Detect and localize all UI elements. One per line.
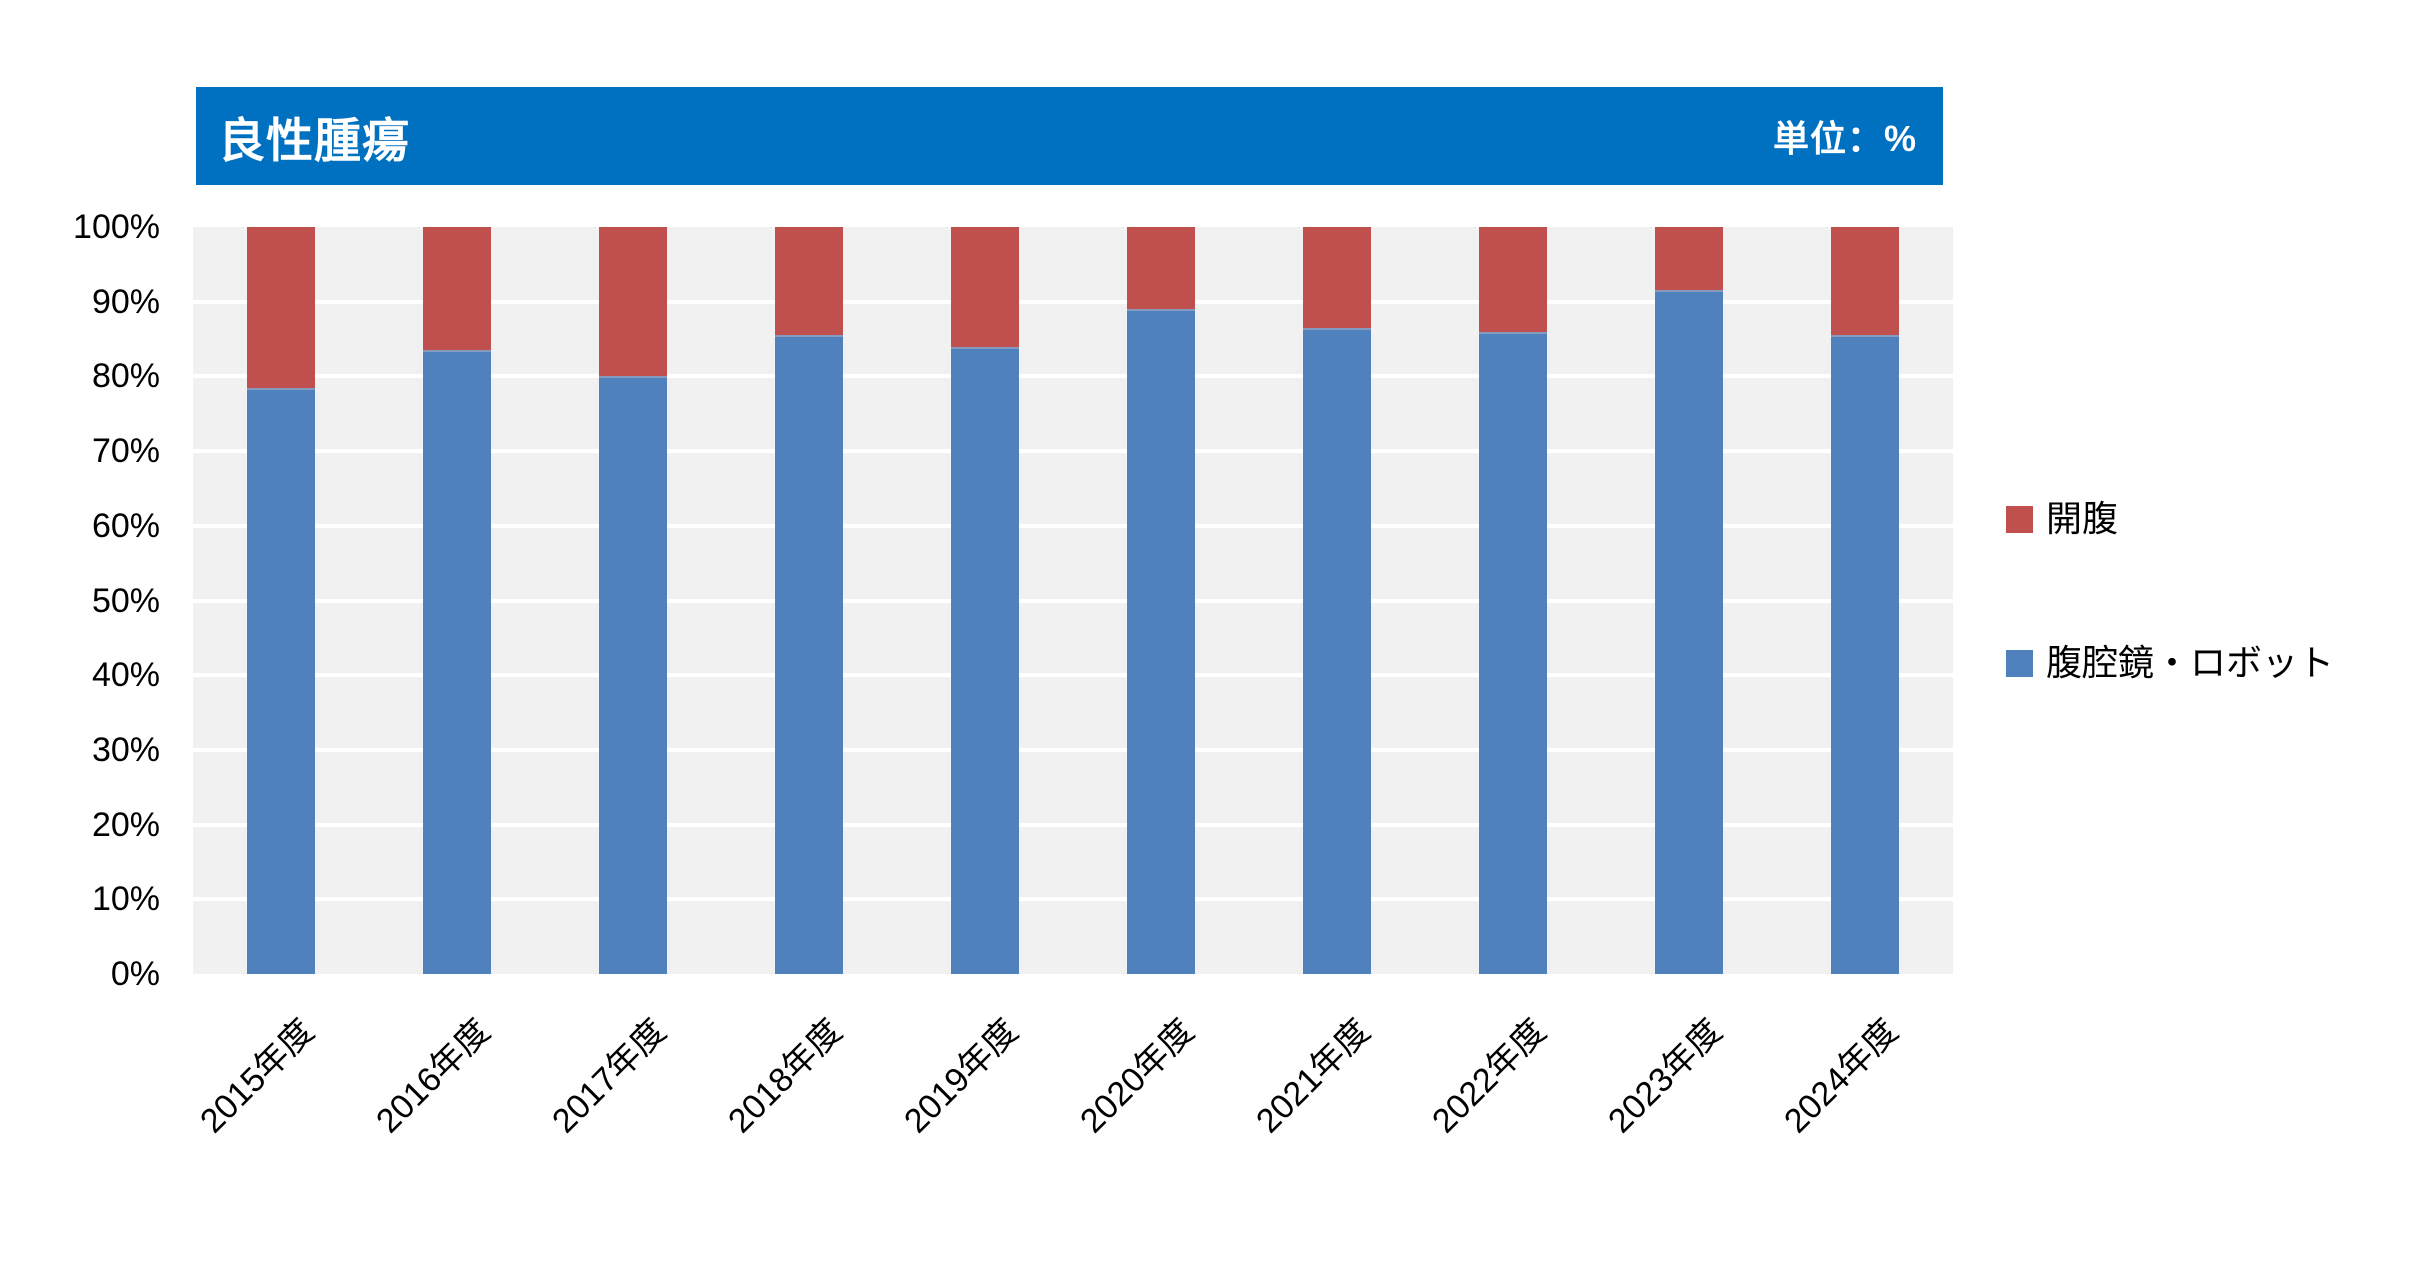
bar-segment <box>950 346 1020 974</box>
bar-segment <box>1830 335 1900 974</box>
stacked-bar <box>1654 227 1724 974</box>
category-slot <box>1073 227 1249 974</box>
stacked-bar <box>774 227 844 974</box>
legend-item: 腹腔鏡・ロボット <box>2006 640 2334 686</box>
y-axis-label: 70% <box>91 432 160 471</box>
bar-segment <box>1478 227 1548 332</box>
unit-label: 単位：% <box>1772 118 1917 159</box>
legend-label: 腹腔鏡・ロボット <box>2046 642 2335 683</box>
y-axis-label: 80% <box>91 357 160 396</box>
gridline <box>193 523 1953 528</box>
category-slot <box>897 227 1073 974</box>
gridline <box>193 822 1953 827</box>
category-slot <box>1249 227 1425 974</box>
bar-segment <box>598 227 668 377</box>
stacked-bar <box>1830 227 1900 974</box>
bar-segment <box>774 227 844 336</box>
bar-segment <box>1654 227 1724 291</box>
category-slot <box>1777 227 1953 974</box>
stacked-bar <box>246 227 316 974</box>
stacked-bar <box>950 227 1020 974</box>
y-axis-label: 30% <box>91 730 160 769</box>
category-slot <box>369 227 545 974</box>
bar-segment <box>246 227 316 388</box>
gridline <box>193 747 1953 752</box>
chart-title: 良性腫瘍 <box>218 113 410 167</box>
gridline <box>193 897 1953 902</box>
bar-segment <box>1478 331 1548 974</box>
legend: 開腹腹腔鏡・ロボット <box>2006 496 2334 686</box>
bar-segment <box>1302 327 1372 974</box>
chart-title-bar: 良性腫瘍 単位：% <box>196 87 1943 185</box>
gridline <box>193 598 1953 603</box>
bar-segment <box>422 227 492 351</box>
category-slot <box>1425 227 1601 974</box>
y-axis-label: 40% <box>91 656 160 695</box>
bar-segment <box>1126 227 1196 310</box>
bar-segment <box>950 227 1020 347</box>
bar-segment <box>422 350 492 974</box>
stacked-bar <box>1126 227 1196 974</box>
category-slot <box>721 227 897 974</box>
y-axis-label: 60% <box>91 506 160 545</box>
category-slot <box>1601 227 1777 974</box>
x-axis: 2015年度 2016年度 2017年度 2018年度 2019年度 2020年度 2021… <box>193 1012 1906 1141</box>
gridline <box>193 449 1953 454</box>
category-slot <box>193 227 369 974</box>
y-axis-label: 90% <box>91 282 160 321</box>
y-axis-label: 100% <box>73 208 160 246</box>
bar-series-container <box>193 227 1953 974</box>
y-axis-label: 20% <box>91 805 160 844</box>
y-axis-label: 50% <box>91 581 160 620</box>
bar-segment <box>598 376 668 974</box>
bar-segment <box>1830 227 1900 336</box>
gridline <box>193 299 1953 304</box>
stacked-bar <box>422 227 492 974</box>
bar-segment <box>1654 290 1724 974</box>
bar-segment <box>1126 309 1196 974</box>
legend-swatch-icon <box>2006 649 2033 677</box>
bar-segment <box>246 387 316 974</box>
y-axis-label: 10% <box>91 880 160 919</box>
legend-swatch-icon <box>2006 505 2033 533</box>
stacked-bar <box>1302 227 1372 974</box>
legend-item: 開腹 <box>2006 496 2334 542</box>
bar-segment <box>774 335 844 974</box>
legend-label: 開腹 <box>2046 498 2119 539</box>
plot-area <box>193 227 1953 974</box>
stacked-bar <box>1478 227 1548 974</box>
gridline <box>193 673 1953 678</box>
gridline <box>193 374 1953 379</box>
bar-segment <box>1302 227 1372 328</box>
y-axis-label: 0% <box>110 955 160 993</box>
stacked-bar <box>598 227 668 974</box>
category-slot <box>545 227 721 974</box>
y-axis: 0% 10% 20% 30% 40% 50% 60% 70% 80% 90% 100% <box>0 210 160 991</box>
